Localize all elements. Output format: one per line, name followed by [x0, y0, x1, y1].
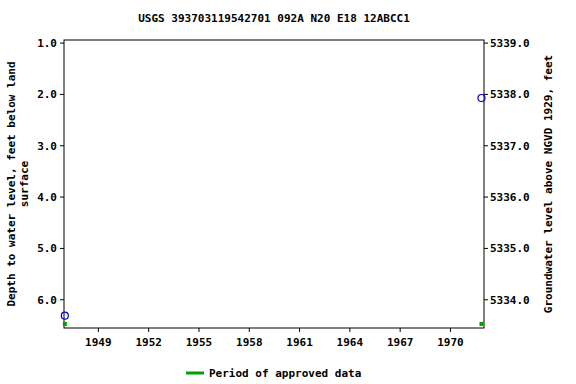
- x-tick-label: 1970: [437, 336, 464, 349]
- data-point: [61, 312, 68, 319]
- chart: USGS 393703119542701 092A N20 E18 12ABCC…: [0, 0, 576, 384]
- y2-tick: [484, 43, 488, 44]
- y2-tick: [484, 197, 488, 198]
- y2-tick-label: 5339.0: [490, 37, 530, 50]
- y-tick-label: 3.0: [37, 140, 57, 153]
- x-tick-label: 1949: [85, 336, 112, 349]
- y-tick: [60, 299, 64, 300]
- y2-axis-label: Groundwater level above NGVD 1929, feet: [542, 55, 555, 313]
- y-tick: [60, 248, 64, 249]
- plot-area: [61, 95, 485, 326]
- y2-tick-label: 5337.0: [490, 140, 530, 153]
- legend-label: Period of approved data: [209, 367, 361, 380]
- y2-tick-label: 5336.0: [490, 191, 530, 204]
- data-point: [478, 95, 485, 102]
- y-tick-label: 5.0: [37, 242, 57, 255]
- x-tick-label: 1967: [387, 336, 414, 349]
- x-tick: [249, 328, 250, 332]
- x-tick: [98, 328, 99, 332]
- y2-tick: [484, 94, 488, 95]
- y-tick: [60, 145, 64, 146]
- x-tick-label: 1955: [186, 336, 213, 349]
- y2-tick: [484, 145, 488, 146]
- y-tick-label: 1.0: [37, 37, 57, 50]
- x-tick: [148, 328, 149, 332]
- y-tick: [60, 43, 64, 44]
- y2-tick-label: 5335.0: [490, 242, 530, 255]
- x-tick-label: 1964: [337, 336, 364, 349]
- y-tick-label: 4.0: [37, 191, 57, 204]
- x-tick-label: 1958: [236, 336, 263, 349]
- x-tick-label: 1952: [135, 336, 162, 349]
- x-tick-label: 1961: [286, 336, 313, 349]
- x-tick: [400, 328, 401, 332]
- y2-tick-label: 5338.0: [490, 88, 530, 101]
- y2-tick: [484, 248, 488, 249]
- x-tick: [349, 328, 350, 332]
- y-tick: [60, 94, 64, 95]
- approved-marker: [63, 322, 67, 326]
- y-axis-label: Depth to water level, feet below landsur…: [5, 61, 31, 306]
- plot-frame: [64, 40, 484, 328]
- x-tick: [198, 328, 199, 332]
- y-tick: [60, 197, 64, 198]
- legend-swatch: [186, 372, 204, 375]
- title: USGS 393703119542701 092A N20 E18 12ABCC…: [138, 12, 410, 25]
- y-tick-label: 6.0: [37, 294, 57, 307]
- y2-tick: [484, 299, 488, 300]
- approved-marker: [479, 322, 483, 326]
- y-tick-label: 2.0: [37, 88, 57, 101]
- y2-tick-label: 5334.0: [490, 294, 530, 307]
- x-tick: [299, 328, 300, 332]
- x-tick: [450, 328, 451, 332]
